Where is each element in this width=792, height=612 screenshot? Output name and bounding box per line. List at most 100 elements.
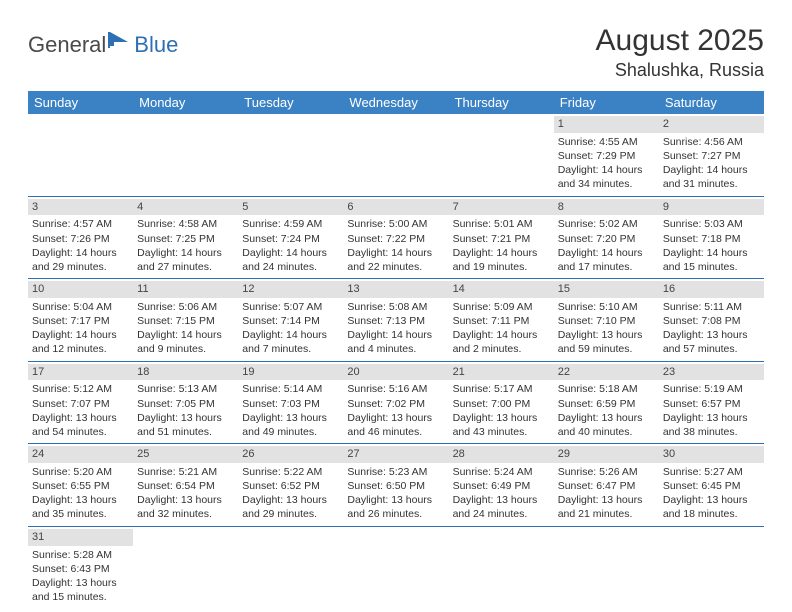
- sunrise-text: Sunrise: 5:04 AM: [32, 300, 129, 314]
- sunset-text: Sunset: 7:27 PM: [663, 149, 760, 163]
- sunrise-text: Sunrise: 5:11 AM: [663, 300, 760, 314]
- calendar-cell: 9Sunrise: 5:03 AMSunset: 7:18 PMDaylight…: [659, 196, 764, 279]
- day-body: Sunrise: 5:26 AMSunset: 6:47 PMDaylight:…: [558, 465, 655, 522]
- day-number: 23: [659, 364, 764, 381]
- sunset-text: Sunset: 6:47 PM: [558, 479, 655, 493]
- calendar-cell: [133, 526, 238, 608]
- sunrise-text: Sunrise: 5:16 AM: [347, 382, 444, 396]
- sunrise-text: Sunrise: 5:18 AM: [558, 382, 655, 396]
- daylight-text: Daylight: 14 hours: [137, 246, 234, 260]
- sunrise-text: Sunrise: 5:28 AM: [32, 548, 129, 562]
- sunset-text: Sunset: 7:07 PM: [32, 397, 129, 411]
- daylight-text: and 7 minutes.: [242, 342, 339, 356]
- daylight-text: Daylight: 13 hours: [558, 328, 655, 342]
- calendar-cell: 4Sunrise: 4:58 AMSunset: 7:25 PMDaylight…: [133, 196, 238, 279]
- sunset-text: Sunset: 6:45 PM: [663, 479, 760, 493]
- daylight-text: and 2 minutes.: [453, 342, 550, 356]
- day-body: Sunrise: 5:19 AMSunset: 6:57 PMDaylight:…: [663, 382, 760, 439]
- daylight-text: and 4 minutes.: [347, 342, 444, 356]
- day-body: Sunrise: 5:17 AMSunset: 7:00 PMDaylight:…: [453, 382, 550, 439]
- weekday-header-row: SundayMondayTuesdayWednesdayThursdayFrid…: [28, 91, 764, 114]
- daylight-text: and 29 minutes.: [32, 260, 129, 274]
- sunrise-text: Sunrise: 5:21 AM: [137, 465, 234, 479]
- daylight-text: Daylight: 13 hours: [663, 328, 760, 342]
- day-number: 5: [238, 199, 343, 216]
- day-number: 10: [28, 281, 133, 298]
- calendar-cell: 2Sunrise: 4:56 AMSunset: 7:27 PMDaylight…: [659, 114, 764, 196]
- day-number: 16: [659, 281, 764, 298]
- calendar-cell: 18Sunrise: 5:13 AMSunset: 7:05 PMDayligh…: [133, 361, 238, 444]
- calendar-cell: [449, 526, 554, 608]
- day-body: Sunrise: 5:13 AMSunset: 7:05 PMDaylight:…: [137, 382, 234, 439]
- daylight-text: Daylight: 14 hours: [32, 328, 129, 342]
- sunset-text: Sunset: 7:02 PM: [347, 397, 444, 411]
- sunrise-text: Sunrise: 5:19 AM: [663, 382, 760, 396]
- day-body: Sunrise: 4:58 AMSunset: 7:25 PMDaylight:…: [137, 217, 234, 274]
- day-body: Sunrise: 5:02 AMSunset: 7:20 PMDaylight:…: [558, 217, 655, 274]
- sunset-text: Sunset: 7:20 PM: [558, 232, 655, 246]
- calendar-cell: 5Sunrise: 4:59 AMSunset: 7:24 PMDaylight…: [238, 196, 343, 279]
- daylight-text: Daylight: 13 hours: [242, 411, 339, 425]
- calendar-cell: 14Sunrise: 5:09 AMSunset: 7:11 PMDayligh…: [449, 279, 554, 362]
- daylight-text: and 31 minutes.: [663, 177, 760, 191]
- sunset-text: Sunset: 7:13 PM: [347, 314, 444, 328]
- sunrise-text: Sunrise: 4:59 AM: [242, 217, 339, 231]
- logo-text-2: Blue: [134, 32, 178, 58]
- daylight-text: Daylight: 14 hours: [242, 246, 339, 260]
- sunset-text: Sunset: 6:50 PM: [347, 479, 444, 493]
- sunset-text: Sunset: 7:10 PM: [558, 314, 655, 328]
- day-number: 26: [238, 446, 343, 463]
- sunrise-text: Sunrise: 5:26 AM: [558, 465, 655, 479]
- daylight-text: and 24 minutes.: [242, 260, 339, 274]
- daylight-text: and 51 minutes.: [137, 425, 234, 439]
- calendar-cell: [659, 526, 764, 608]
- calendar-cell: 3Sunrise: 4:57 AMSunset: 7:26 PMDaylight…: [28, 196, 133, 279]
- calendar-cell: 31Sunrise: 5:28 AMSunset: 6:43 PMDayligh…: [28, 526, 133, 608]
- daylight-text: Daylight: 14 hours: [453, 246, 550, 260]
- daylight-text: Daylight: 13 hours: [558, 493, 655, 507]
- day-body: Sunrise: 5:27 AMSunset: 6:45 PMDaylight:…: [663, 465, 760, 522]
- day-number: 27: [343, 446, 448, 463]
- calendar-body: 1Sunrise: 4:55 AMSunset: 7:29 PMDaylight…: [28, 114, 764, 608]
- day-number: 13: [343, 281, 448, 298]
- day-number: 28: [449, 446, 554, 463]
- calendar-cell: 20Sunrise: 5:16 AMSunset: 7:02 PMDayligh…: [343, 361, 448, 444]
- day-number: 24: [28, 446, 133, 463]
- calendar-cell: 28Sunrise: 5:24 AMSunset: 6:49 PMDayligh…: [449, 444, 554, 527]
- sunrise-text: Sunrise: 5:03 AM: [663, 217, 760, 231]
- flag-icon: [108, 30, 134, 50]
- calendar-cell: 7Sunrise: 5:01 AMSunset: 7:21 PMDaylight…: [449, 196, 554, 279]
- calendar-cell: 11Sunrise: 5:06 AMSunset: 7:15 PMDayligh…: [133, 279, 238, 362]
- daylight-text: Daylight: 13 hours: [32, 411, 129, 425]
- sunrise-text: Sunrise: 5:22 AM: [242, 465, 339, 479]
- day-number: 17: [28, 364, 133, 381]
- sunset-text: Sunset: 7:03 PM: [242, 397, 339, 411]
- sunset-text: Sunset: 6:43 PM: [32, 562, 129, 576]
- day-number: 8: [554, 199, 659, 216]
- calendar-row: 31Sunrise: 5:28 AMSunset: 6:43 PMDayligh…: [28, 526, 764, 608]
- sunrise-text: Sunrise: 5:20 AM: [32, 465, 129, 479]
- day-body: Sunrise: 5:03 AMSunset: 7:18 PMDaylight:…: [663, 217, 760, 274]
- calendar-cell: 13Sunrise: 5:08 AMSunset: 7:13 PMDayligh…: [343, 279, 448, 362]
- daylight-text: and 59 minutes.: [558, 342, 655, 356]
- sunrise-text: Sunrise: 5:27 AM: [663, 465, 760, 479]
- calendar-cell: [238, 526, 343, 608]
- calendar-cell: 25Sunrise: 5:21 AMSunset: 6:54 PMDayligh…: [133, 444, 238, 527]
- daylight-text: and 27 minutes.: [137, 260, 234, 274]
- day-number: 12: [238, 281, 343, 298]
- daylight-text: Daylight: 13 hours: [347, 493, 444, 507]
- month-title: August 2025: [596, 24, 764, 58]
- sunrise-text: Sunrise: 5:13 AM: [137, 382, 234, 396]
- day-body: Sunrise: 5:14 AMSunset: 7:03 PMDaylight:…: [242, 382, 339, 439]
- calendar-cell: 6Sunrise: 5:00 AMSunset: 7:22 PMDaylight…: [343, 196, 448, 279]
- day-number: 7: [449, 199, 554, 216]
- sunset-text: Sunset: 7:22 PM: [347, 232, 444, 246]
- calendar-cell: [343, 526, 448, 608]
- day-body: Sunrise: 4:59 AMSunset: 7:24 PMDaylight:…: [242, 217, 339, 274]
- calendar-cell: 21Sunrise: 5:17 AMSunset: 7:00 PMDayligh…: [449, 361, 554, 444]
- calendar-cell: 23Sunrise: 5:19 AMSunset: 6:57 PMDayligh…: [659, 361, 764, 444]
- daylight-text: Daylight: 14 hours: [558, 246, 655, 260]
- location: Shalushka, Russia: [596, 60, 764, 81]
- calendar-cell: 17Sunrise: 5:12 AMSunset: 7:07 PMDayligh…: [28, 361, 133, 444]
- calendar-cell: 29Sunrise: 5:26 AMSunset: 6:47 PMDayligh…: [554, 444, 659, 527]
